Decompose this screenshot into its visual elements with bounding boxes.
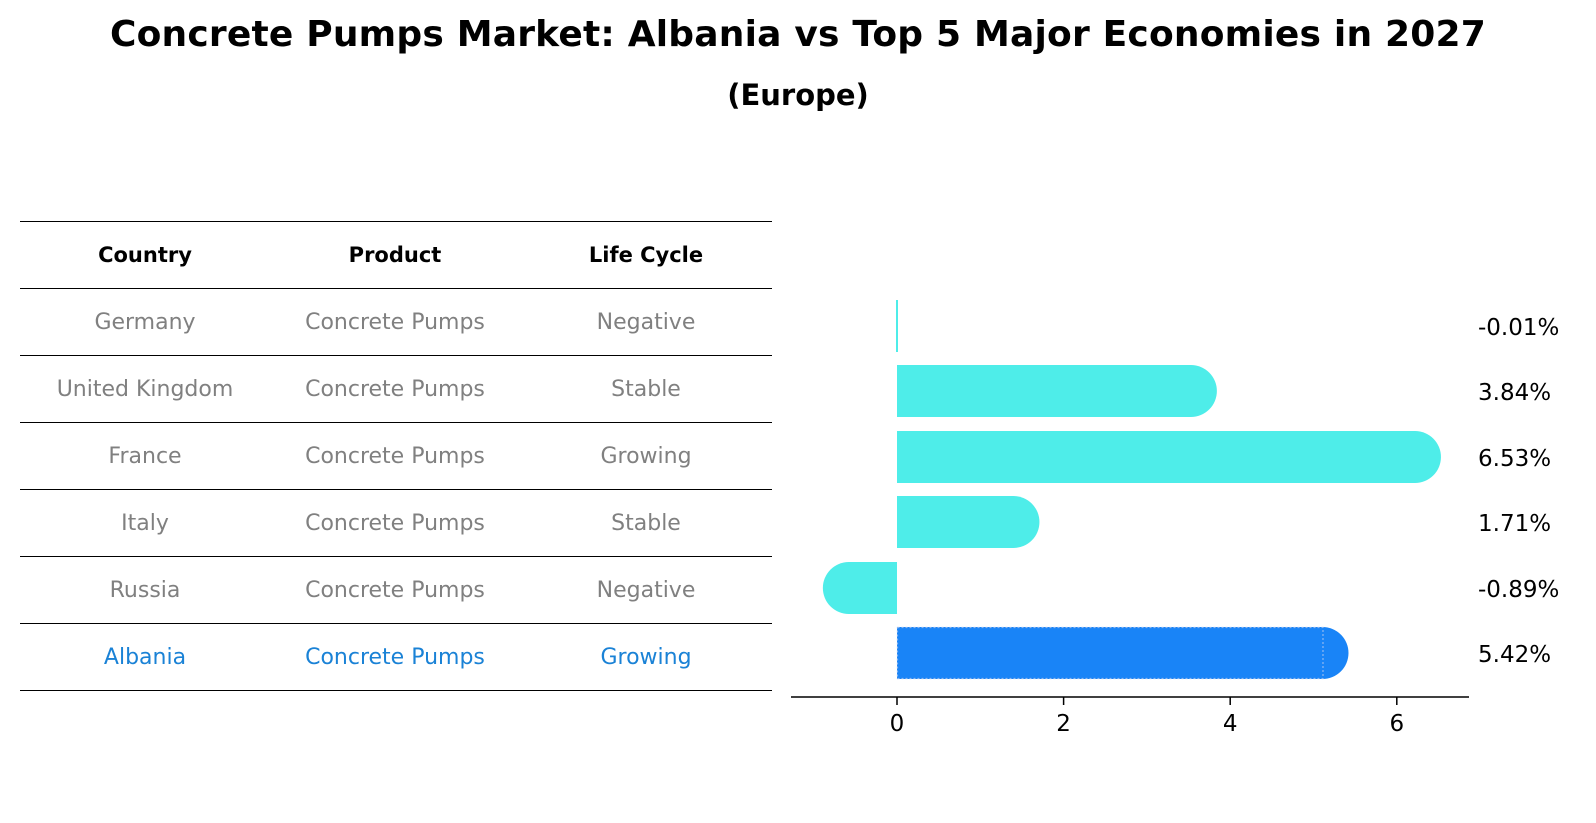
country-cell: France (108, 443, 182, 469)
product-cell: Concrete Pumps (305, 376, 485, 402)
life-cycle-cell: Growing (600, 443, 692, 469)
market-table: Country Product Life Cycle Germany Concr… (20, 221, 772, 691)
bar (897, 496, 1040, 548)
value-label: -0.01% (1478, 315, 1559, 341)
table-row: United Kingdom Concrete Pumps Stable (20, 356, 772, 423)
country-cell: Albania (103, 644, 187, 670)
value-label: 3.84% (1478, 380, 1551, 406)
x-tick-label: 6 (1389, 711, 1404, 737)
country-cell: Russia (109, 577, 181, 603)
value-label: -0.89% (1478, 577, 1559, 603)
product-cell: Concrete Pumps (305, 443, 485, 469)
life-cycle-cell: Negative (596, 577, 696, 603)
life-cycle-cell: Stable (611, 510, 681, 536)
value-label: 5.42% (1478, 642, 1551, 668)
bar (896, 300, 898, 352)
country-cell: Germany (94, 309, 196, 335)
x-tick-label: 2 (1056, 711, 1071, 737)
header-life-cycle: Life Cycle (588, 243, 704, 267)
header-product: Product (348, 243, 442, 267)
table-row-highlight: Albania Concrete Pumps Growing (20, 624, 772, 691)
value-label: 6.53% (1478, 446, 1551, 472)
header-country: Country (98, 243, 192, 267)
life-cycle-cell: Stable (611, 376, 681, 402)
table-row: Italy Concrete Pumps Stable (20, 490, 772, 557)
bar (897, 365, 1217, 417)
table-row: Russia Concrete Pumps Negative (20, 557, 772, 624)
product-cell: Concrete Pumps (305, 510, 485, 536)
life-cycle-cell: Growing (600, 644, 692, 670)
bar-highlight-outline (896, 626, 1324, 680)
life-cycle-cell: Negative (596, 309, 696, 335)
bar (897, 431, 1441, 483)
table-row: Germany Concrete Pumps Negative (20, 289, 772, 356)
product-cell: Concrete Pumps (305, 644, 485, 670)
product-cell: Concrete Pumps (305, 309, 485, 335)
country-cell: Italy (121, 510, 169, 536)
country-cell: United Kingdom (56, 376, 234, 402)
chart-title: Concrete Pumps Market: Albania vs Top 5 … (109, 14, 1486, 55)
table-row: France Concrete Pumps Growing (20, 423, 772, 490)
bar (822, 562, 897, 614)
product-cell: Concrete Pumps (305, 577, 485, 603)
chart-subtitle: (Europe) (727, 78, 869, 112)
x-tick-label: 4 (1223, 711, 1238, 737)
x-tick-label: 0 (890, 711, 905, 737)
bar-highlight (897, 627, 1349, 679)
table-header-row: Country Product Life Cycle (20, 221, 772, 289)
value-label: 1.71% (1478, 511, 1551, 537)
